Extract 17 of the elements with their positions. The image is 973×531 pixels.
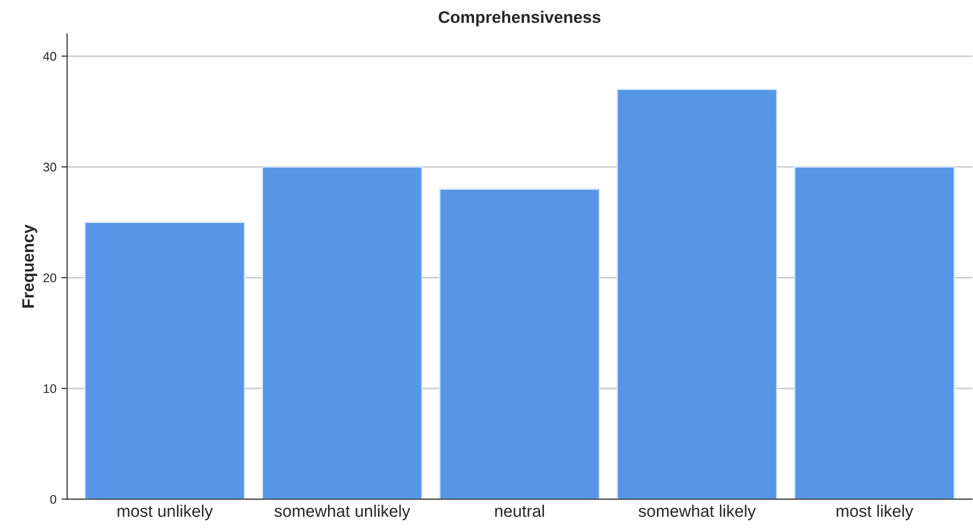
chart-title: Comprehensiveness (438, 10, 600, 26)
x-tick-label: most unlikely (118, 504, 213, 520)
y-tick-label: 40 (43, 52, 56, 61)
y-tick-label: 20 (43, 273, 56, 282)
y-tick-label: 30 (43, 162, 56, 172)
y-tick-label: 0 (50, 494, 56, 504)
x-tick-label: somewhat unlikely (274, 504, 410, 520)
bar (439, 188, 600, 500)
x-tick-label: neutral (495, 504, 544, 517)
bar (794, 166, 955, 500)
y-tick-label: 10 (44, 384, 56, 394)
x-tick-label: somewhat likely (638, 504, 756, 520)
y-axis-title: Frequency (22, 224, 38, 308)
bar (616, 88, 778, 500)
bar (262, 166, 423, 500)
bar (84, 222, 246, 500)
x-tick-label: most likely (836, 504, 914, 520)
